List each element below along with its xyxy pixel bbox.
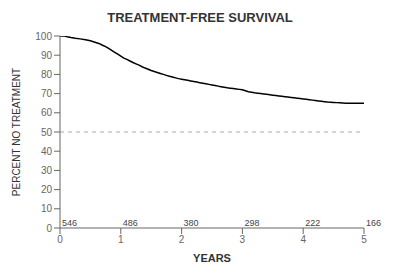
svg-text:20: 20 xyxy=(41,184,53,195)
svg-text:298: 298 xyxy=(244,218,259,228)
svg-text:1: 1 xyxy=(118,234,124,245)
svg-text:486: 486 xyxy=(123,218,138,228)
svg-text:50: 50 xyxy=(41,127,53,138)
html-text:TREATMENT-FREE SURVIVAL: TREATMENT-FREE SURVIVAL xyxy=(107,10,293,25)
svg-text:380: 380 xyxy=(184,218,199,228)
svg-text:0: 0 xyxy=(57,234,63,245)
svg-text:100: 100 xyxy=(35,31,52,42)
svg-text:90: 90 xyxy=(41,50,53,61)
svg-text:PERCENT NO TREATMENT: PERCENT NO TREATMENT xyxy=(11,68,22,196)
svg-text:0: 0 xyxy=(46,223,52,234)
svg-text:10: 10 xyxy=(41,203,53,214)
svg-text:80: 80 xyxy=(41,69,53,80)
svg-text:YEARS: YEARS xyxy=(193,252,231,264)
svg-text:2: 2 xyxy=(179,234,185,245)
svg-text:30: 30 xyxy=(41,165,53,176)
svg-text:40: 40 xyxy=(41,146,53,157)
svg-text:60: 60 xyxy=(41,107,53,118)
svg-text:222: 222 xyxy=(305,218,320,228)
svg-text:546: 546 xyxy=(62,218,77,228)
svg-text:5: 5 xyxy=(361,234,367,245)
svg-text:70: 70 xyxy=(41,88,53,99)
svg-text:4: 4 xyxy=(300,234,306,245)
svg-text:166: 166 xyxy=(366,218,381,228)
svg-text:3: 3 xyxy=(240,234,246,245)
